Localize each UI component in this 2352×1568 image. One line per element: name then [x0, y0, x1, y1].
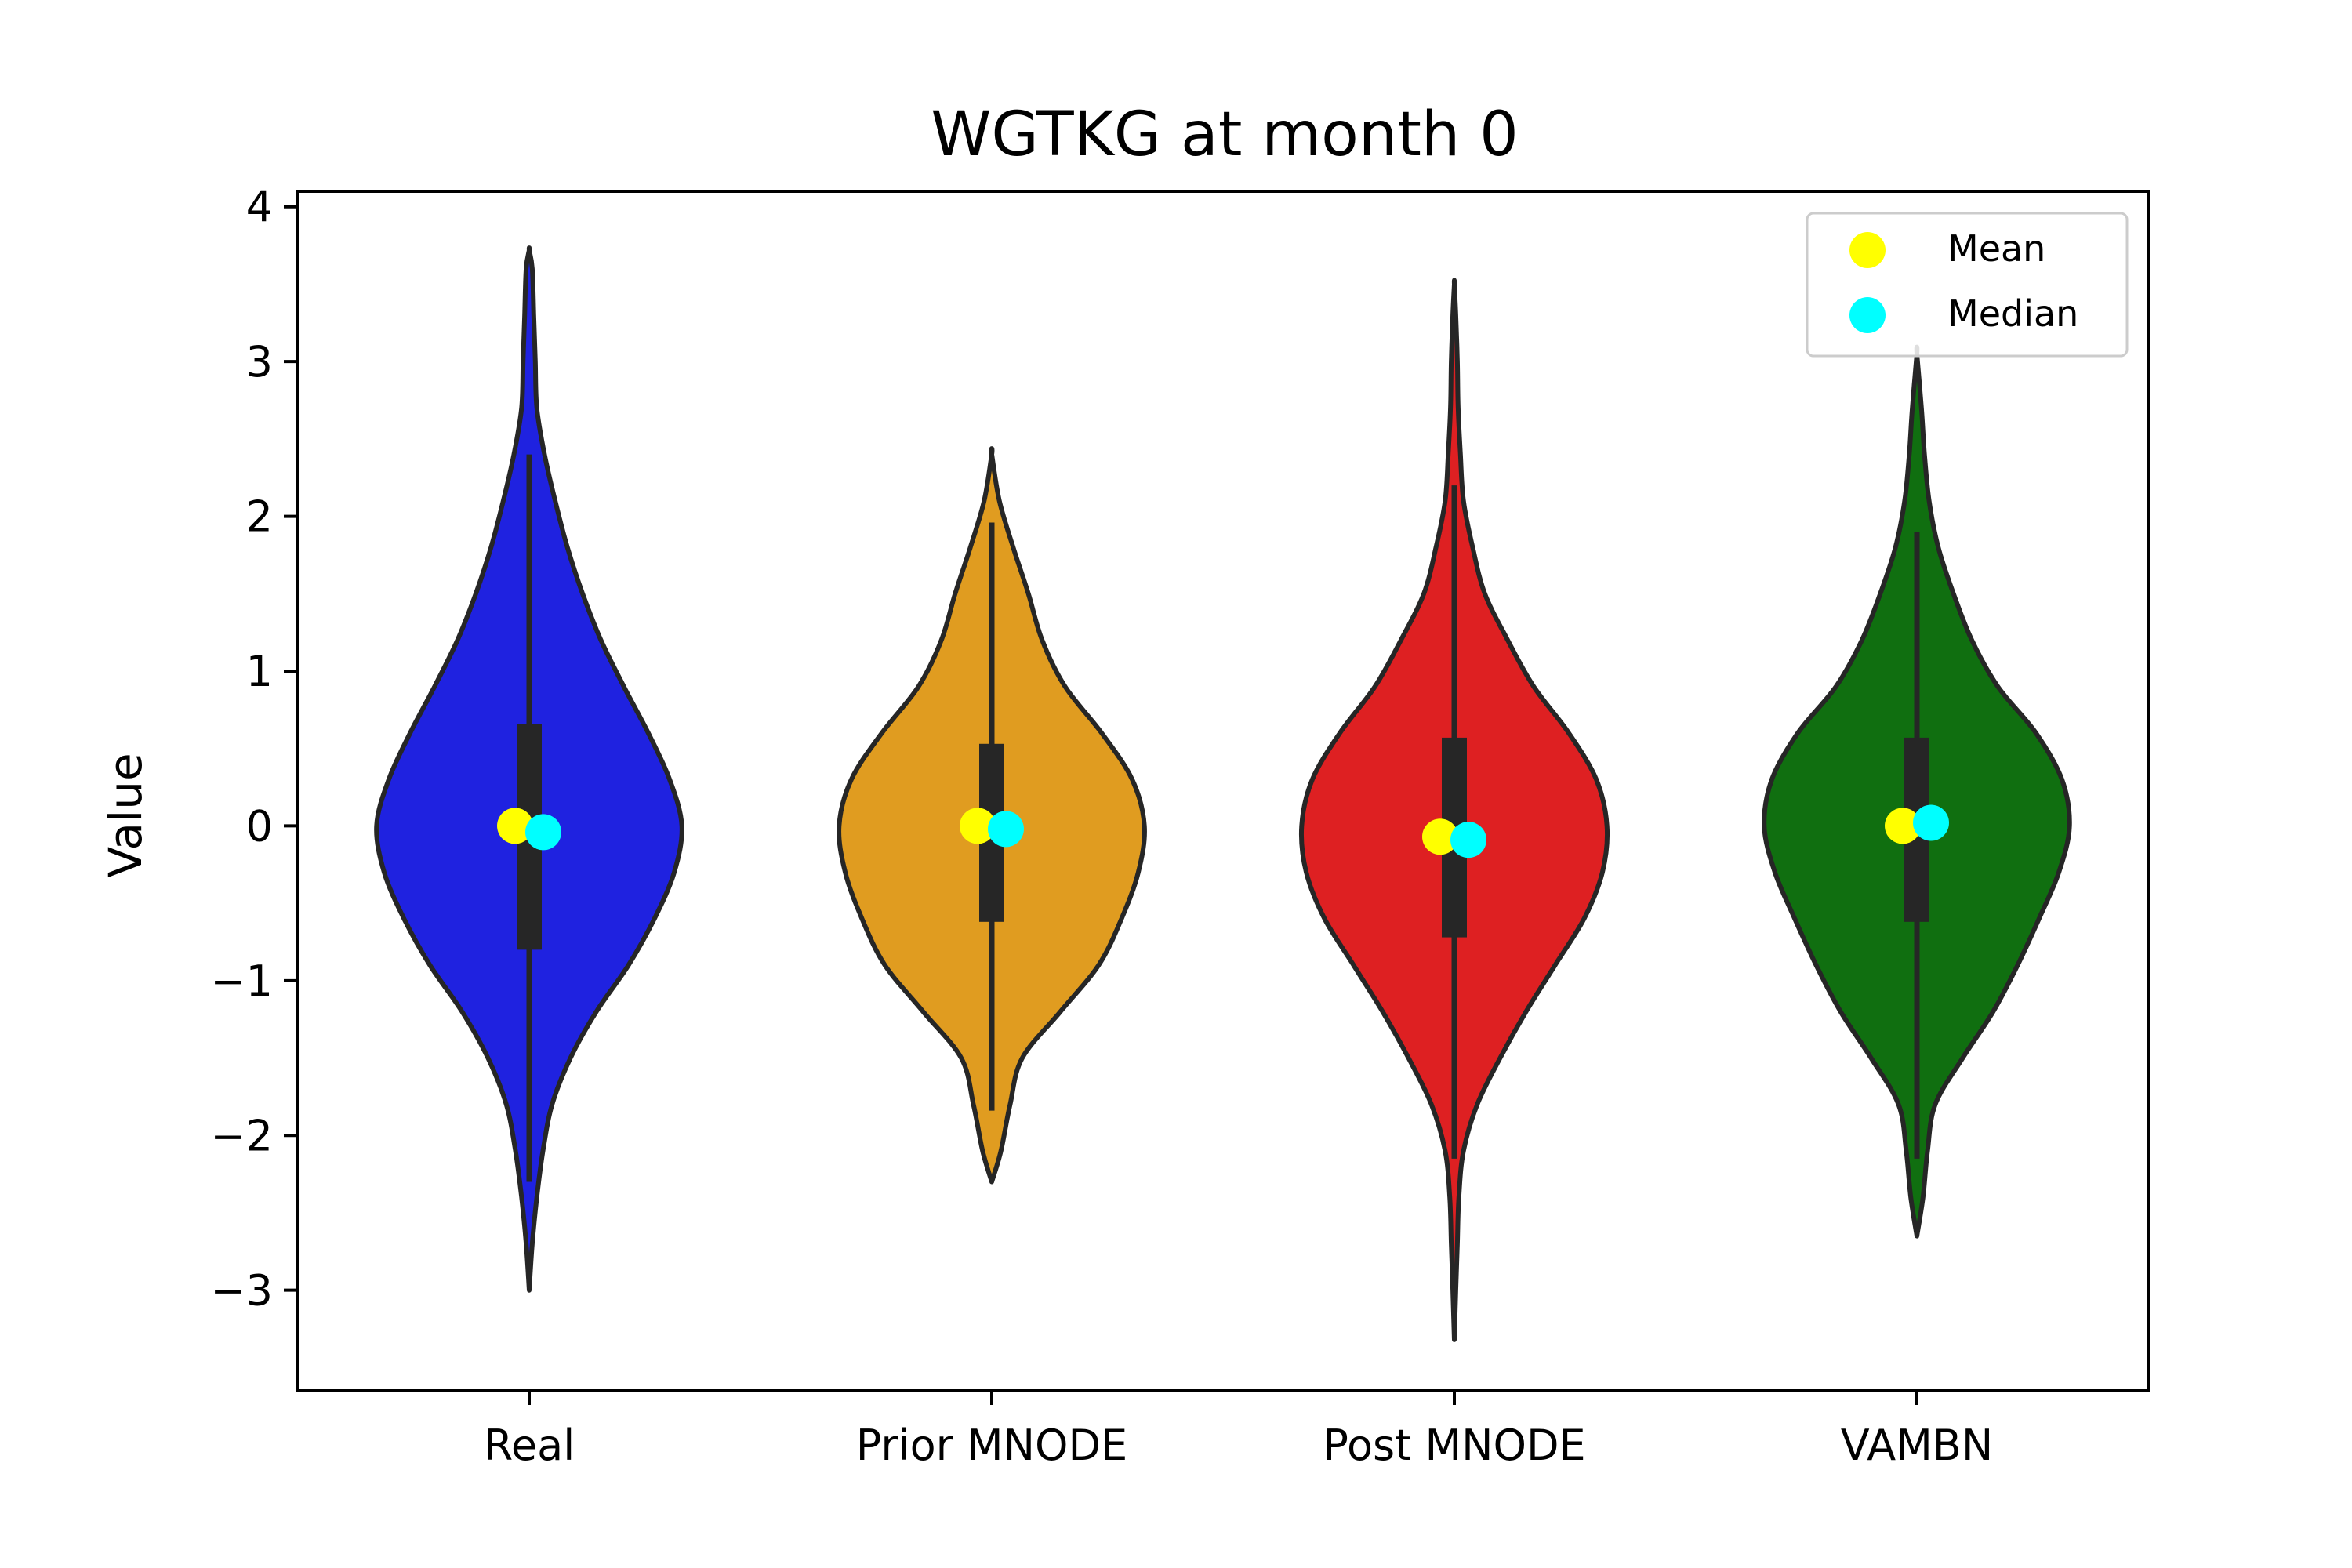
mean-point-prior-mnode — [960, 808, 996, 844]
y-tick-label: −2 — [210, 1111, 273, 1160]
violin-real — [374, 245, 684, 1293]
median-point-post-mnode — [1450, 822, 1486, 858]
plot-frame — [296, 190, 2150, 1392]
y-axis-label: Value — [99, 753, 152, 877]
x-tick-label-prior-mnode: Prior MNODE — [856, 1421, 1127, 1470]
legend: Mean Median — [1806, 212, 2129, 358]
legend-mean-label: Mean — [1947, 227, 2045, 270]
y-axis-ticks: −3 −2 −1 0 1 2 3 4 — [210, 183, 298, 1316]
median-point-vambn — [1913, 804, 1949, 841]
chart-title: WGTKG at month 0 — [931, 100, 1519, 170]
x-tick-label-vambn: VAMBN — [1841, 1421, 1993, 1470]
y-tick-label: −3 — [210, 1266, 273, 1316]
legend-box — [1806, 212, 2129, 358]
median-point-real — [525, 814, 561, 851]
mean-point-vambn — [1885, 808, 1921, 844]
y-tick-label: 3 — [246, 337, 273, 387]
x-tick-label-real: Real — [484, 1421, 575, 1470]
y-tick-label: 4 — [246, 183, 273, 232]
y-tick-label: 2 — [246, 492, 273, 542]
legend-mean-marker — [1849, 232, 1886, 268]
mean-point-post-mnode — [1422, 818, 1458, 855]
mean-point-real — [497, 808, 533, 844]
mean-median-points — [497, 804, 1949, 858]
legend-median-marker — [1849, 297, 1886, 333]
x-tick-label-post-mnode: Post MNODE — [1323, 1421, 1585, 1470]
y-tick-label: 1 — [246, 647, 273, 696]
legend-median-label: Median — [1947, 292, 2078, 335]
y-tick-label: 0 — [246, 801, 273, 851]
x-axis-ticks: Real Prior MNODE Post MNODE VAMBN — [484, 1391, 1993, 1470]
y-tick-label: −1 — [210, 956, 273, 1006]
median-point-prior-mnode — [988, 811, 1024, 848]
